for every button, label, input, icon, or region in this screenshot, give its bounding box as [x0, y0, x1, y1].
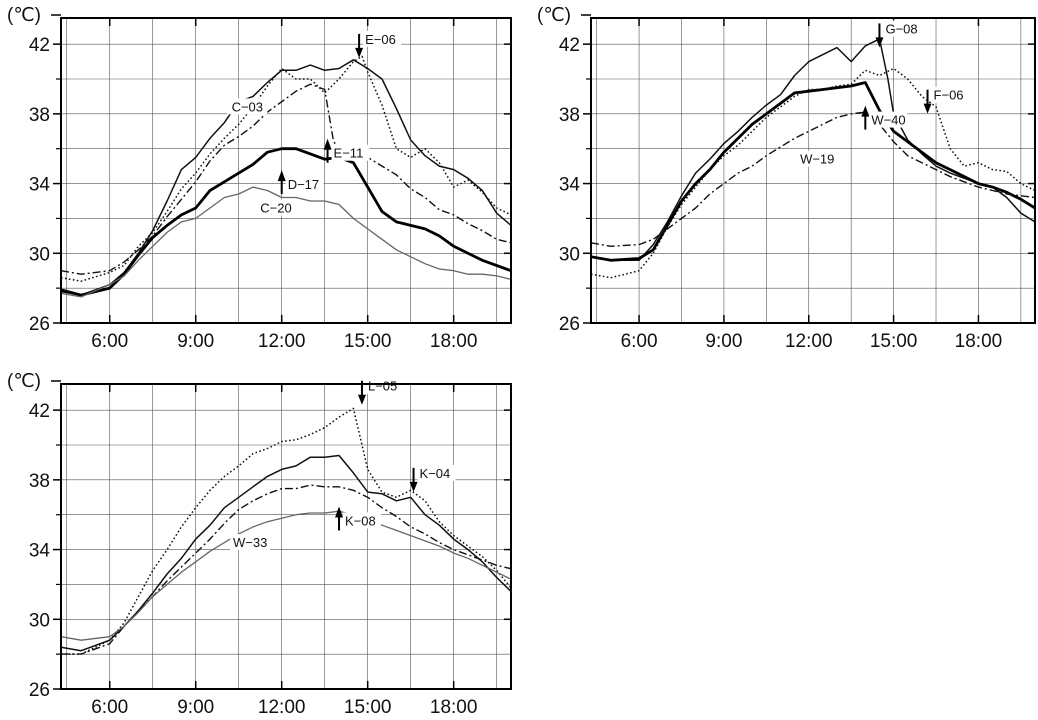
y-tick-label: 38	[29, 105, 50, 126]
down-arrow-icon	[923, 103, 932, 114]
series-line-L−05	[61, 407, 512, 655]
y-tick-label: 34	[29, 541, 51, 562]
up-arrow-icon	[335, 506, 344, 518]
series-line-E−06	[60, 55, 512, 282]
annotation-bg	[363, 30, 402, 47]
x-tick-label: 15:00	[344, 697, 392, 718]
x-tick-label: 12:00	[785, 331, 833, 352]
y-tick-label: 26	[559, 314, 580, 335]
annotation-bg	[365, 377, 404, 394]
x-tick-label: 18:00	[955, 331, 1003, 352]
annotation-bg	[417, 464, 456, 481]
y-tick-label: 34	[29, 175, 51, 196]
x-tick-label: 6:00	[91, 331, 128, 352]
annotation-bg	[869, 111, 908, 128]
annotation-label: K−08	[345, 513, 376, 528]
y-tick-label: 38	[29, 471, 50, 492]
plot-frame	[60, 383, 512, 690]
down-arrow-icon	[409, 481, 418, 492]
y-tick-label: 30	[559, 244, 580, 265]
annotation-label: F−06	[934, 88, 964, 103]
plot-frame	[590, 17, 1036, 324]
annotation-bg	[230, 534, 271, 551]
x-tick-label: 6:00	[621, 331, 658, 352]
annotation-label: K−04	[420, 466, 451, 481]
series-line-W−40	[590, 81, 1036, 262]
annotation-bg	[331, 144, 370, 161]
series-line-W−33	[60, 510, 512, 641]
x-tick-label: 15:00	[344, 331, 392, 352]
annotation-bg	[343, 512, 382, 529]
series-line-W−19	[590, 111, 1036, 247]
x-tick-label: 15:00	[870, 331, 918, 352]
up-arrow-icon	[861, 105, 870, 117]
series-line-G−08	[590, 38, 1036, 262]
x-tick-label: 9:00	[177, 331, 214, 352]
series-line-C−20	[60, 186, 512, 298]
x-tick-label: 12:00	[258, 331, 306, 352]
x-tick-label: 12:00	[258, 697, 306, 718]
annotation-label: E−11	[334, 146, 364, 161]
y-tick-label: 30	[29, 244, 50, 265]
annotation-label: L−05	[368, 379, 397, 394]
series-line-F−06	[590, 67, 1036, 279]
annotation-bg	[227, 98, 268, 115]
annotation-label: C−03	[232, 99, 263, 114]
x-tick-label: 9:00	[177, 697, 214, 718]
chart-panel-1: 6:00 9:00 12:00 15:00 18:00 26 30 34 38 42 (℃) E−06…	[7, 5, 512, 352]
down-arrow-icon	[875, 37, 884, 48]
x-tick-label: 6:00	[91, 697, 128, 718]
annotation-bg	[931, 86, 970, 103]
x-tick-label: 9:00	[705, 331, 742, 352]
x-tick-label: 18:00	[430, 331, 478, 352]
y-unit-label: (℃)	[7, 371, 41, 392]
plot-frame	[60, 17, 512, 324]
annotation-label: W−40	[871, 113, 905, 128]
y-tick-label: 42	[29, 35, 50, 56]
up-arrow-icon	[323, 138, 332, 150]
up-arrow-icon	[277, 170, 286, 182]
annotation-bg	[797, 150, 838, 167]
series-line-D−17	[60, 147, 512, 297]
annotation-label: W−19	[800, 152, 834, 167]
y-tick-label: 26	[29, 680, 50, 701]
y-unit-label: (℃)	[537, 5, 571, 26]
annotation-label: C−20	[260, 200, 291, 215]
annotation-label: E−06	[365, 32, 396, 47]
annotation-label: G−08	[885, 21, 917, 36]
annotation-label: W−33	[233, 535, 267, 550]
y-tick-label: 26	[29, 314, 50, 335]
y-tick-label: 34	[559, 175, 581, 196]
down-arrow-icon	[357, 394, 366, 405]
y-tick-label: 42	[559, 35, 580, 56]
series-line-C−03	[60, 59, 512, 296]
x-tick-label: 18:00	[430, 697, 478, 718]
annotation-bg	[285, 176, 324, 193]
y-tick-label: 42	[29, 401, 50, 422]
annotation-bg	[255, 199, 296, 216]
chart-panel-3: 6:00 9:00 12:00 15:00 18:00 26 30 34 38 42 (℃) L−05…	[7, 371, 512, 718]
series-line-K−04	[60, 454, 512, 652]
down-arrow-icon	[355, 47, 364, 58]
y-unit-label: (℃)	[7, 5, 41, 26]
y-tick-label: 30	[29, 610, 50, 631]
annotation-bg	[883, 20, 922, 37]
chart-panel-2: 6:00 9:00 12:00 15:00 18:00 26 30 34 38 42 (℃) G−08…	[537, 5, 1036, 352]
y-tick-label: 38	[559, 105, 580, 126]
series-line-K−08	[61, 484, 512, 655]
series-line-E−11	[60, 83, 512, 275]
annotation-label: D−17	[288, 177, 319, 192]
